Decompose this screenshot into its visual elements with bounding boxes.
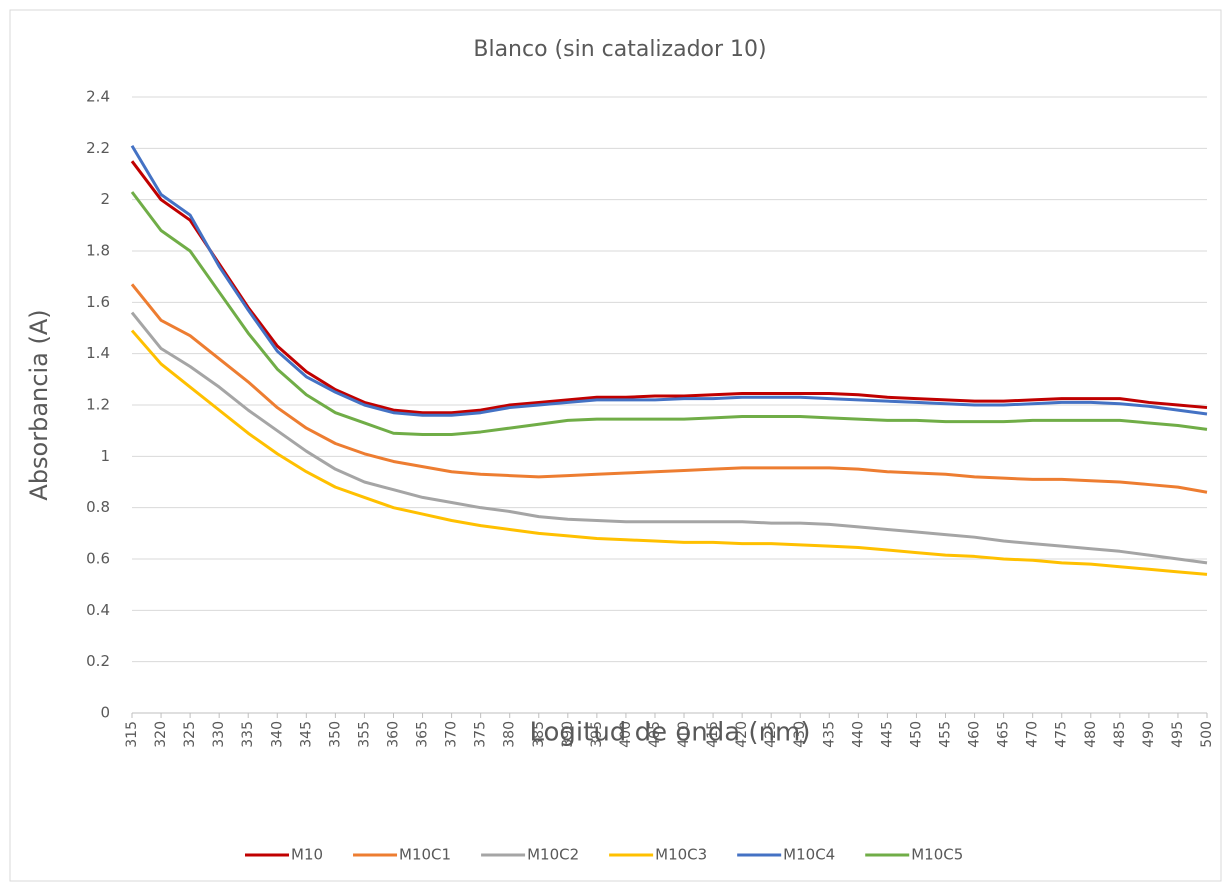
- legend-label: M10C3: [655, 846, 707, 864]
- x-tick-label: 355: [356, 721, 372, 748]
- y-tick-label: 2: [100, 190, 110, 208]
- y-tick-label: 0.4: [86, 601, 110, 619]
- x-tick-label: 400: [618, 721, 634, 748]
- x-tick-label: 340: [269, 721, 285, 748]
- x-tick-label: 440: [850, 721, 866, 748]
- legend-label: M10C2: [527, 846, 579, 864]
- x-tick-label: 495: [1170, 721, 1186, 748]
- x-tick-label: 485: [1112, 721, 1128, 748]
- x-tick-label: 450: [908, 721, 924, 748]
- x-tick-label: 480: [1083, 721, 1099, 748]
- x-tick-label: 465: [996, 721, 1012, 748]
- y-tick-label: 1.6: [86, 293, 110, 311]
- series-line: [130, 191, 1208, 437]
- x-tick-label: 370: [444, 721, 460, 748]
- legend-label: M10C4: [783, 846, 835, 864]
- series-line: [130, 311, 1208, 565]
- x-tick-label: 360: [385, 721, 401, 748]
- x-tick-label: 385: [531, 721, 547, 748]
- x-tick-label: 420: [734, 721, 750, 748]
- chart-title: Blanco (sin catalizador 10): [473, 37, 766, 62]
- x-tick-label: 325: [182, 721, 198, 748]
- x-tick-label: 390: [560, 721, 576, 748]
- y-tick-label: 0.8: [86, 498, 110, 516]
- x-tick-label: 435: [821, 721, 837, 748]
- x-tick-label: 365: [415, 721, 431, 748]
- x-tick-label: 345: [298, 721, 314, 748]
- x-tick-label: 445: [879, 721, 895, 748]
- y-tick-label: 2.2: [86, 139, 110, 157]
- x-tick-label: 415: [705, 721, 721, 748]
- x-tick-label: 375: [473, 721, 489, 748]
- chart-frame: [9, 9, 1222, 882]
- series-line: [130, 283, 1208, 494]
- x-tick-label: 490: [1141, 721, 1157, 748]
- legend-label: M10C1: [399, 846, 451, 864]
- x-tick-label: 455: [938, 721, 954, 748]
- y-tick-label: 0.2: [86, 652, 110, 670]
- x-tick-label: 410: [676, 721, 692, 748]
- x-tick-label: 335: [240, 721, 256, 748]
- y-tick-label: 0: [100, 704, 110, 722]
- x-tick-label: 330: [211, 721, 227, 748]
- series-line: [130, 144, 1208, 417]
- x-tick-label: 405: [647, 721, 663, 748]
- x-tick-label: 500: [1199, 721, 1215, 748]
- x-tick-label: 380: [502, 721, 518, 748]
- x-tick-label: 470: [1025, 721, 1041, 748]
- y-axis-label: Absorbancia (A): [25, 309, 53, 500]
- series-line: [130, 329, 1208, 576]
- legend-label: M10C5: [911, 846, 963, 864]
- y-tick-label: 1.8: [86, 242, 110, 260]
- x-tick-label: 320: [153, 721, 169, 748]
- series-line: [130, 160, 1208, 415]
- x-tick-label: 395: [589, 721, 605, 748]
- x-tick-label: 425: [763, 721, 779, 748]
- y-tick-label: 1: [100, 447, 110, 465]
- x-tick-label: 430: [792, 721, 808, 748]
- x-axis-label: Logitud de onda (nm): [529, 718, 810, 748]
- x-tick-label: 315: [124, 721, 140, 748]
- x-tick-label: 350: [327, 721, 343, 748]
- legend-label: M10: [291, 846, 323, 864]
- y-tick-label: 1.4: [86, 344, 110, 362]
- y-tick-label: 2.4: [86, 88, 110, 106]
- x-tick-label: 460: [967, 721, 983, 748]
- y-tick-label: 0.6: [86, 550, 110, 568]
- y-tick-label: 1.2: [86, 396, 110, 414]
- x-tick-label: 475: [1054, 721, 1070, 748]
